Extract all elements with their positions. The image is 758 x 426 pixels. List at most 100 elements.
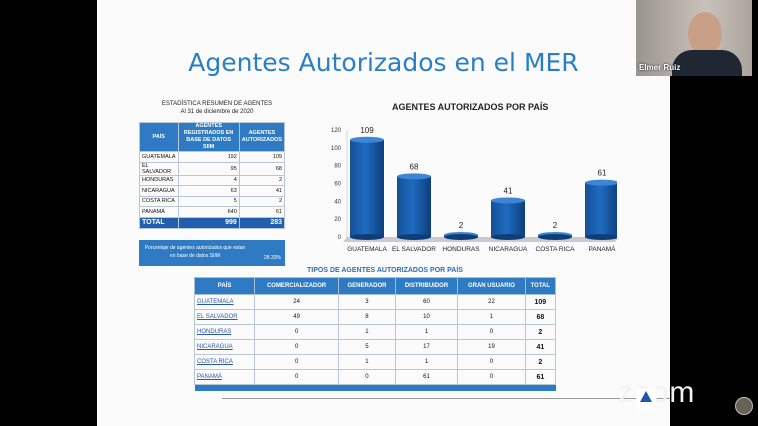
summary-row: NICARAGUA 63 41 xyxy=(139,185,286,197)
summary-total-row: TOTAL 999 283 xyxy=(139,216,286,229)
types-header-cell: DISTRIBUIDOR xyxy=(394,277,459,295)
chart-bar-bottom xyxy=(350,234,384,240)
chart-bar-top xyxy=(350,136,384,143)
table-row: EL SALVADOR 49 8 10 1 68 xyxy=(193,309,557,325)
types-country-link[interactable]: GUATEMALA xyxy=(193,294,256,310)
summary-total-authorized: 283 xyxy=(238,216,286,229)
types-table-title: TIPOS DE AGENTES AUTORIZADOS POR PAÍS xyxy=(307,267,463,274)
avatar[interactable] xyxy=(735,397,753,415)
summary-country: HONDURAS xyxy=(139,174,179,186)
summary-row: COSTA RICA 5 2 xyxy=(139,195,286,207)
slide-title: Agentes Autorizados en el MER xyxy=(188,48,579,77)
percentage-label: Porcentaje de agentes autorizados que es… xyxy=(144,245,246,259)
table-row: PANAMÁ 0 0 61 0 61 xyxy=(193,369,557,385)
y-tick-label: 100 xyxy=(331,146,342,152)
types-cell: 109 xyxy=(524,294,557,310)
percentage-value: 28.33% xyxy=(264,255,281,261)
data-label: 2 xyxy=(553,221,558,230)
types-cell: 2 xyxy=(524,354,557,370)
chart-title: AGENTES AUTORIZADOS POR PAÍS xyxy=(392,102,549,112)
summary-registered: 640 xyxy=(177,206,240,218)
types-cell: 0 xyxy=(254,324,340,340)
types-cell: 22 xyxy=(457,294,526,310)
types-cell: 0 xyxy=(457,369,526,385)
summary-country: GUATEMALA xyxy=(139,151,179,163)
types-cell: 0 xyxy=(338,369,396,385)
zoom-logo: zoom xyxy=(618,376,696,409)
types-header-cell: GENERADOR xyxy=(338,277,396,295)
data-label: 2 xyxy=(459,221,464,230)
x-tick-label: GUATEMALA xyxy=(347,246,387,253)
stats-caption-date: Al 31 de diciembre de 2020 xyxy=(180,109,254,115)
chart-floor xyxy=(343,237,617,242)
types-cell: 1 xyxy=(338,354,396,370)
chart-bar-bottom xyxy=(491,234,525,240)
types-cell: 1 xyxy=(457,309,526,325)
slide-divider xyxy=(222,398,670,399)
types-country-link[interactable]: EL SALVADOR xyxy=(193,309,256,325)
types-cell: 49 xyxy=(254,309,340,325)
summary-registered: 95 xyxy=(177,161,240,176)
table-row: HONDURAS 0 1 1 0 2 xyxy=(193,324,557,340)
types-table: PAÍS COMERCIALIZADOR GENERADOR DISTRIBUIDOR… xyxy=(193,277,557,391)
types-cell: 17 xyxy=(394,339,459,355)
data-label: 61 xyxy=(598,169,607,178)
x-tick-label: PANAMÁ xyxy=(589,244,617,253)
percentage-box: Porcentaje de agentes autorizados que es… xyxy=(139,240,285,266)
types-cell: 61 xyxy=(394,369,459,385)
table-row: COSTA RICA 0 1 1 0 2 xyxy=(193,354,557,370)
types-cell: 0 xyxy=(254,369,340,385)
y-tick-label: 20 xyxy=(334,217,341,223)
types-cell: 41 xyxy=(524,339,557,355)
summary-row: GUATEMALA 192 109 xyxy=(139,151,286,163)
summary-country: EL SALVADOR xyxy=(139,161,179,176)
types-header-cell: GRAN USUARIO xyxy=(457,277,526,295)
x-tick-label: HONDURAS xyxy=(442,246,480,253)
participant-video[interactable]: Elmer Ruiz xyxy=(636,0,752,76)
summary-table: PAÍS AGENTES REGISTRADOS EN BASE DE DATO… xyxy=(139,122,286,229)
summary-authorized: 109 xyxy=(238,151,286,163)
types-cell: 68 xyxy=(524,309,557,325)
presentation-slide: Agentes Autorizados en el MER ESTADÍSTIC… xyxy=(97,0,670,426)
chart-bar xyxy=(491,200,525,237)
types-cell: 61 xyxy=(524,369,557,385)
types-cell: 3 xyxy=(338,294,396,310)
data-label: 109 xyxy=(360,126,374,135)
y-tick-label: 40 xyxy=(334,199,341,205)
types-country-link[interactable]: PANAMÁ xyxy=(193,369,256,385)
organization-logo-icon xyxy=(636,388,656,410)
participant-name: Elmer Ruiz xyxy=(639,63,681,72)
chart-bar xyxy=(585,182,617,237)
summary-row: PANAMÁ 640 61 xyxy=(139,206,286,218)
types-cell: 0 xyxy=(254,354,340,370)
table-row: GUATEMALA 24 3 60 22 109 xyxy=(193,294,557,310)
types-cell: 0 xyxy=(457,324,526,340)
bar-chart: 0 20 40 60 80 100 120 109 GUATEMALA 68 EL SALVADOR… xyxy=(331,126,617,253)
types-country-link[interactable]: COSTA RICA xyxy=(193,354,256,370)
types-cell: 1 xyxy=(394,354,459,370)
types-cell: 5 xyxy=(338,339,396,355)
summary-registered: 192 xyxy=(177,151,240,163)
x-tick-label: EL SALVADOR xyxy=(392,246,436,253)
table-row: NICARAGUA 0 5 17 19 41 xyxy=(193,339,557,355)
x-tick-label: NICARAGUA xyxy=(489,246,528,253)
types-country-link[interactable]: NICARAGUA xyxy=(193,339,256,355)
summary-authorized: 68 xyxy=(238,161,286,176)
types-header-cell: TOTAL xyxy=(524,277,557,295)
types-table-cut-row xyxy=(194,384,556,391)
types-country-link[interactable]: HONDURAS xyxy=(193,324,256,340)
chart-bar-bottom xyxy=(444,234,478,240)
data-label: 41 xyxy=(504,186,513,195)
types-cell: 1 xyxy=(338,324,396,340)
y-tick-label: 60 xyxy=(334,182,341,188)
summary-country: COSTA RICA xyxy=(139,195,179,207)
participant-head xyxy=(688,12,722,56)
summary-row: EL SALVADOR 95 68 xyxy=(139,161,286,176)
chart-bar xyxy=(350,139,384,237)
types-header-cell: COMERCIALIZADOR xyxy=(254,277,340,295)
types-cell: 60 xyxy=(394,294,459,310)
summary-header-authorized: AGENTES AUTORIZADOS xyxy=(238,122,286,152)
types-cell: 2 xyxy=(524,324,557,340)
summary-total-label: TOTAL xyxy=(139,216,179,229)
data-label: 68 xyxy=(410,162,419,171)
